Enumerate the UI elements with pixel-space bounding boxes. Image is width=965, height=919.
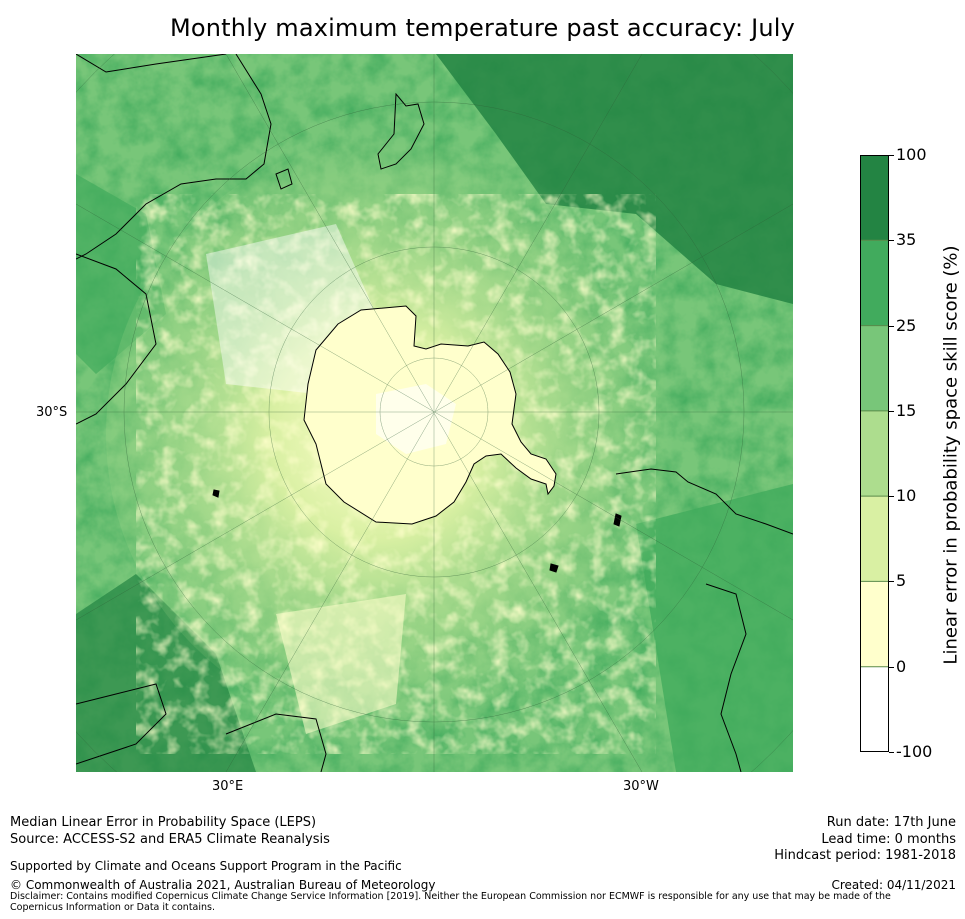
colorbar-tick-mark — [889, 155, 894, 156]
colorbar-label: Linear error in probability space skill … — [940, 245, 962, 665]
graticule — [76, 54, 793, 772]
colorbar — [860, 155, 889, 752]
colorbar-tick-mark — [889, 666, 894, 668]
colorbar-tick-mark — [889, 581, 894, 583]
footer-support: Supported by Climate and Oceans Support … — [10, 859, 402, 873]
colorbar-bin — [860, 581, 889, 667]
colorbar-bin — [860, 155, 889, 241]
colorbar-tick-label: 100 — [896, 145, 927, 164]
colorbar-tick-mark — [889, 410, 894, 412]
colorbar-tick-label: 0 — [896, 656, 907, 676]
colorbar-bin — [860, 666, 889, 752]
lat-label-30s: 30°S — [36, 405, 68, 420]
colorbar-tick-label: 5 — [896, 571, 907, 591]
colorbar-tick-mark — [889, 240, 894, 242]
colorbar-tick-label: 10 — [896, 486, 917, 506]
colorbar-bin — [860, 240, 889, 326]
hindcast-period: Hindcast period: 1981-2018 — [774, 848, 956, 863]
footer-copyright: © Commonwealth of Australia 2021, Austra… — [10, 878, 436, 892]
colorbar-bin — [860, 496, 889, 582]
lon-label-30e: 30°E — [212, 779, 244, 794]
colorbar-tick-label: 15 — [896, 400, 917, 420]
lon-label-30w: 30°W — [623, 779, 659, 794]
run-date: Run date: 17th June — [826, 815, 956, 830]
lead-time: Lead time: 0 months — [821, 832, 956, 847]
created-date: Created: 04/11/2021 — [831, 878, 956, 892]
colorbar-tick-label: 25 — [896, 315, 917, 335]
page-title: Monthly maximum temperature past accurac… — [169, 14, 796, 42]
colorbar-tick-mark — [889, 325, 894, 327]
colorbar-tick-mark — [889, 496, 894, 498]
coastlines — [76, 54, 793, 772]
colorbar-bin — [860, 325, 889, 411]
colorbar-bin — [860, 410, 889, 497]
footer-source: Source: ACCESS-S2 and ERA5 Climate Reana… — [10, 832, 330, 847]
footer-leps: Median Linear Error in Probability Space… — [10, 815, 317, 830]
colorbar-tick-label: -100 — [896, 742, 933, 761]
footer-disclaimer: Disclaimer: Contains modified Copernicus… — [10, 891, 891, 913]
colorbar-tick-label: 35 — [896, 230, 917, 250]
map-canvas — [76, 54, 793, 772]
colorbar-tick-mark — [889, 752, 894, 753]
skill-map — [76, 54, 793, 772]
